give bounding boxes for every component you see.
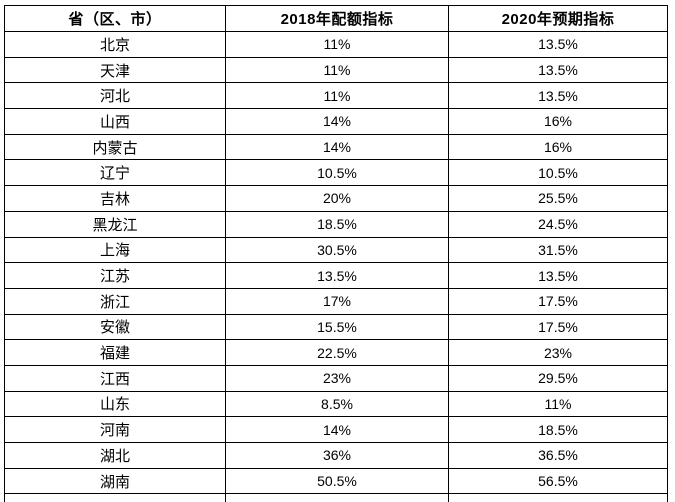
quota-2018-cell: 10.5% xyxy=(225,159,449,187)
table-row: 内蒙古 14% 16% xyxy=(4,133,668,161)
region-cell: 天津 xyxy=(4,56,226,84)
region-cell: 浙江 xyxy=(4,287,226,315)
expected-2020-cell: 25.5% xyxy=(448,185,668,212)
expected-2020-cell: 16% xyxy=(448,133,668,161)
col-header-region: 省（区、市） xyxy=(4,5,226,32)
expected-2020-cell: 16% xyxy=(448,108,668,135)
expected-2020-cell xyxy=(448,493,668,502)
table-row: 辽宁 10.5% 10.5% xyxy=(4,159,668,187)
expected-2020-cell: 11% xyxy=(448,390,668,418)
quota-2018-cell: 50.5% xyxy=(225,467,449,495)
table-body: 北京 11% 13.5% 天津 11% 13.5% 河北 11% 13.5% 山… xyxy=(4,31,668,502)
quota-2018-cell: 30.5% xyxy=(225,236,449,264)
table-row: 上海 30.5% 31.5% xyxy=(4,236,668,264)
quota-indicator-table: 省（区、市） 2018年配额指标 2020年预期指标 北京 11% 13.5% … xyxy=(4,5,668,502)
table-row: 江西 23% 29.5% xyxy=(4,364,668,392)
header-row: 省（区、市） 2018年配额指标 2020年预期指标 xyxy=(4,5,668,32)
expected-2020-cell: 17.5% xyxy=(448,287,668,315)
table-row: 山东 8.5% 11% xyxy=(4,390,668,418)
region-cell: 河南 xyxy=(4,416,226,443)
table-row: 山西 14% 16% xyxy=(4,108,668,135)
quota-2018-cell: 23% xyxy=(225,364,449,392)
region-cell: 上海 xyxy=(4,236,226,264)
region-cell: 辽宁 xyxy=(4,159,226,187)
table-row: 北京 11% 13.5% xyxy=(4,31,668,58)
table-row: 湖北 36% 36.5% xyxy=(4,442,668,469)
quota-2018-cell: 14% xyxy=(225,416,449,443)
quota-2018-cell: 14% xyxy=(225,133,449,161)
expected-2020-cell: 10.5% xyxy=(448,159,668,187)
quota-2018-cell xyxy=(225,493,449,502)
col-header-2020-expected: 2020年预期指标 xyxy=(448,5,668,32)
quota-2018-cell: 11% xyxy=(225,82,449,110)
quota-2018-cell: 11% xyxy=(225,31,449,58)
region-cell: 福建 xyxy=(4,339,226,366)
expected-2020-cell: 29.5% xyxy=(448,364,668,392)
expected-2020-cell: 56.5% xyxy=(448,467,668,495)
region-cell: 黑龙江 xyxy=(4,210,226,238)
quota-2018-cell: 15.5% xyxy=(225,313,449,341)
region-cell: 安徽 xyxy=(4,313,226,341)
table-row: 安徽 15.5% 17.5% xyxy=(4,313,668,341)
table-row: 河南 14% 18.5% xyxy=(4,416,668,443)
expected-2020-cell: 36.5% xyxy=(448,442,668,469)
region-cell: 吉林 xyxy=(4,185,226,212)
partial-row xyxy=(4,493,668,502)
quota-2018-cell: 8.5% xyxy=(225,390,449,418)
table-row: 吉林 20% 25.5% xyxy=(4,185,668,212)
col-header-2018-quota: 2018年配额指标 xyxy=(225,5,449,32)
quota-2018-cell: 14% xyxy=(225,108,449,135)
region-cell: 湖南 xyxy=(4,467,226,495)
region-cell: 北京 xyxy=(4,31,226,58)
expected-2020-cell: 13.5% xyxy=(448,56,668,84)
region-cell: 山西 xyxy=(4,108,226,135)
expected-2020-cell: 13.5% xyxy=(448,262,668,289)
quota-2018-cell: 13.5% xyxy=(225,262,449,289)
expected-2020-cell: 24.5% xyxy=(448,210,668,238)
quota-2018-cell: 11% xyxy=(225,56,449,84)
table-row: 黑龙江 18.5% 24.5% xyxy=(4,210,668,238)
table-row: 江苏 13.5% 13.5% xyxy=(4,262,668,289)
table-row: 福建 22.5% 23% xyxy=(4,339,668,366)
quota-2018-cell: 18.5% xyxy=(225,210,449,238)
table-row: 河北 11% 13.5% xyxy=(4,82,668,110)
quota-2018-cell: 17% xyxy=(225,287,449,315)
table-row: 浙江 17% 17.5% xyxy=(4,287,668,315)
region-cell: 山东 xyxy=(4,390,226,418)
region-cell xyxy=(4,493,226,502)
quota-2018-cell: 22.5% xyxy=(225,339,449,366)
region-cell: 江西 xyxy=(4,364,226,392)
expected-2020-cell: 31.5% xyxy=(448,236,668,264)
quota-2018-cell: 36% xyxy=(225,442,449,469)
table-row: 湖南 50.5% 56.5% xyxy=(4,467,668,495)
expected-2020-cell: 13.5% xyxy=(448,82,668,110)
region-cell: 内蒙古 xyxy=(4,133,226,161)
expected-2020-cell: 23% xyxy=(448,339,668,366)
region-cell: 湖北 xyxy=(4,442,226,469)
expected-2020-cell: 13.5% xyxy=(448,31,668,58)
quota-2018-cell: 20% xyxy=(225,185,449,212)
expected-2020-cell: 18.5% xyxy=(448,416,668,443)
region-cell: 河北 xyxy=(4,82,226,110)
region-cell: 江苏 xyxy=(4,262,226,289)
expected-2020-cell: 17.5% xyxy=(448,313,668,341)
table-row: 天津 11% 13.5% xyxy=(4,56,668,84)
